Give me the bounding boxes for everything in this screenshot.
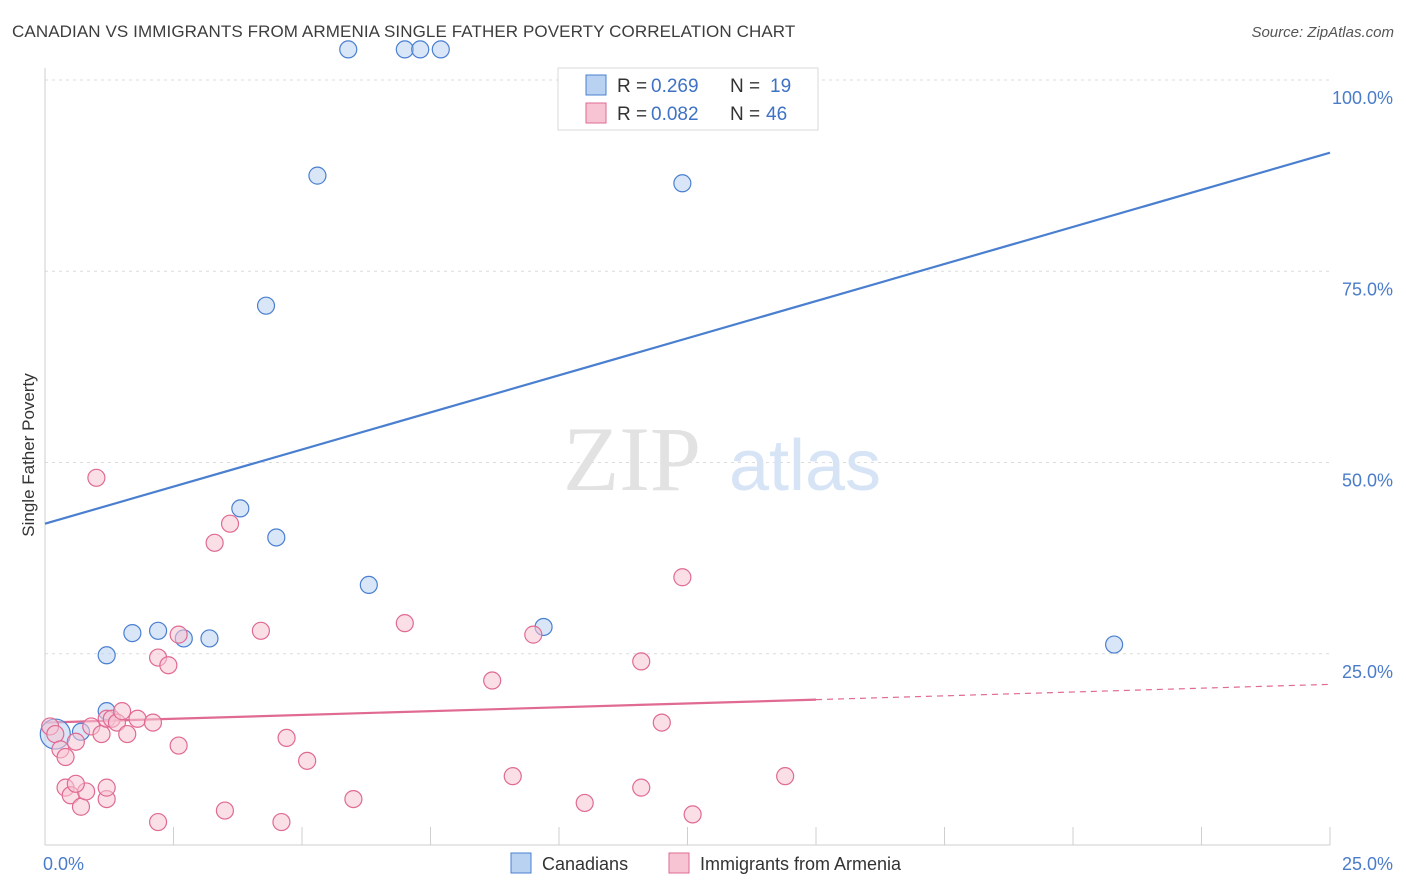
point-pink-25 (87, 468, 106, 487)
point-pink-44 (344, 789, 363, 809)
legend-pink-n-label: N = (730, 104, 760, 125)
point-blue-7 (200, 629, 219, 648)
point-pink-13 (97, 778, 116, 797)
point-pink-16 (112, 702, 132, 721)
point-pink-36 (632, 778, 651, 797)
watermark-zip: ZIP (563, 408, 701, 510)
y-tick-label-0: 25.0% (1342, 662, 1393, 682)
legend-pink-n-value: 46 (766, 104, 787, 125)
trend-line-pink-extension (815, 683, 1331, 701)
point-pink-30 (277, 728, 296, 748)
point-blue-9 (256, 296, 276, 315)
point-blue-10 (267, 528, 286, 547)
point-pink-18 (128, 709, 147, 728)
series-legend-armenia-label: Immigrants from Armenia (700, 854, 902, 874)
point-pink-45 (575, 793, 594, 813)
point-blue-4 (123, 623, 142, 643)
x-tick-label-0: 0.0% (43, 854, 84, 874)
x-tick-label-1: 25.0% (1342, 854, 1393, 874)
point-pink-31 (298, 751, 317, 770)
point-pink-10 (92, 724, 111, 744)
series-legend-armenia-swatch (668, 852, 690, 874)
point-blue-18 (673, 174, 692, 193)
point-pink-3 (56, 747, 75, 767)
point-pink-6 (66, 732, 85, 751)
data-points (39, 40, 1124, 832)
source-credit: Source: ZipAtlas.com (1251, 24, 1394, 41)
point-pink-32 (395, 614, 414, 633)
point-pink-27 (220, 514, 240, 533)
point-pink-19 (143, 713, 163, 732)
point-pink-39 (673, 568, 692, 587)
correlation-legend: R = 0.269 N = 19 R = 0.082 N = 46 (557, 67, 819, 131)
point-pink-20 (148, 812, 168, 832)
legend-pink-swatch (585, 102, 607, 124)
point-blue-5 (148, 621, 168, 640)
point-pink-17 (118, 724, 137, 744)
point-pink-40 (683, 805, 702, 824)
point-pink-1 (46, 724, 65, 744)
y-tick-label-1: 50.0% (1342, 471, 1393, 491)
point-blue-13 (339, 40, 358, 59)
series-legend-canadians-label: Canadians (542, 854, 628, 874)
point-pink-33 (483, 671, 502, 690)
chart-title: CANADIAN VS IMMIGRANTS FROM ARMENIA SING… (12, 22, 796, 41)
legend-pink-r-value: 0.082 (651, 104, 699, 125)
point-pink-41 (776, 767, 795, 786)
point-pink-35 (524, 625, 543, 644)
point-pink-42 (66, 774, 85, 793)
point-blue-8 (231, 499, 250, 518)
point-pink-7 (71, 797, 91, 816)
point-blue-19 (1105, 635, 1124, 654)
y-axis-label: Single Father Poverty (19, 373, 38, 537)
tick-labels: 25.0% 50.0% 75.0% 100.0% 0.0% 25.0% (43, 88, 1393, 874)
legend-pink-r-label: R = (617, 104, 647, 125)
point-pink-34 (503, 767, 522, 786)
y-tick-label-3: 100.0% (1332, 88, 1393, 108)
y-tick-label-2: 75.0% (1342, 279, 1393, 299)
point-blue-16 (431, 40, 450, 59)
point-pink-29 (272, 812, 291, 832)
watermark: ZIP atlas (563, 408, 881, 510)
legend-blue-r-label: R = (617, 76, 647, 97)
point-blue-14 (395, 40, 414, 59)
point-pink-22 (159, 656, 178, 675)
trend-line-pink (44, 698, 817, 724)
point-blue-3 (97, 646, 116, 665)
point-pink-26 (205, 533, 224, 552)
axes (44, 68, 1331, 846)
legend-blue-n-label: N = (730, 76, 760, 97)
trend-line-blue (44, 151, 1331, 525)
legend-blue-swatch (585, 74, 607, 96)
point-pink-37 (632, 652, 651, 671)
grid-lines (45, 79, 1330, 655)
legend-blue-r-value: 0.269 (651, 76, 699, 97)
legend-blue-n-value: 19 (770, 76, 791, 97)
point-pink-43 (215, 801, 234, 820)
point-pink-23 (169, 625, 188, 644)
point-blue-11 (308, 166, 327, 185)
point-pink-38 (652, 713, 671, 732)
point-blue-15 (411, 40, 430, 59)
series-legend-canadians-swatch (510, 852, 532, 874)
point-blue-12 (359, 575, 378, 595)
trend-lines (44, 151, 1331, 724)
watermark-atlas: atlas (729, 426, 881, 506)
series-legend: Canadians Immigrants from Armenia (510, 852, 902, 874)
point-pink-24 (169, 736, 188, 755)
point-pink-28 (251, 621, 270, 640)
